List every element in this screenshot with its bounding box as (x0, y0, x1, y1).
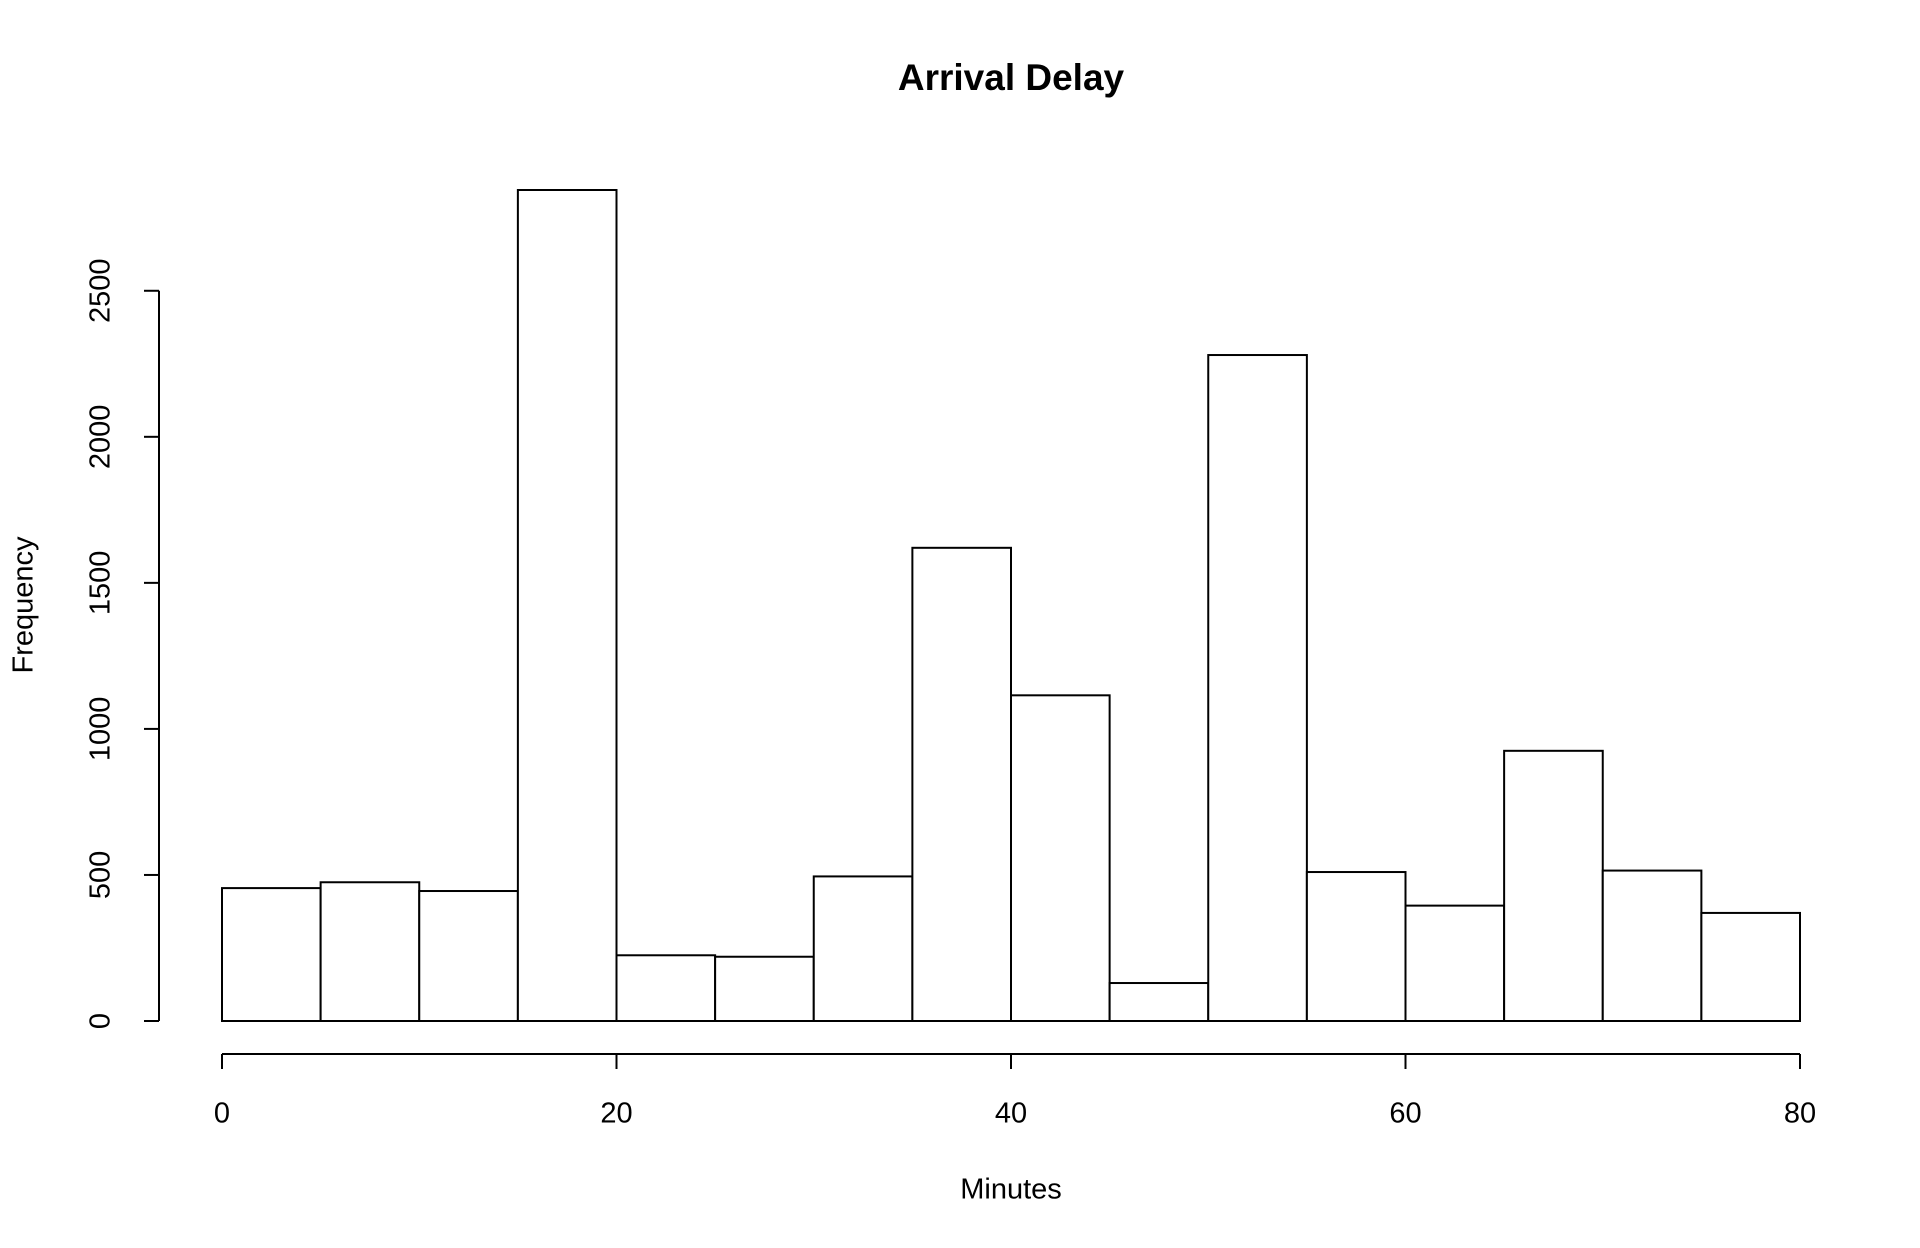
y-axis-label: Frequency (8, 536, 40, 674)
bar (1108, 982, 1210, 1023)
x-tick-label: 20 (600, 1098, 632, 1130)
bar (1503, 749, 1604, 1023)
y-tick-label: 500 (85, 851, 117, 899)
x-tick-label: 0 (214, 1098, 230, 1130)
x-tick-label: 60 (1389, 1098, 1421, 1130)
x-tick-label: 40 (995, 1098, 1027, 1130)
bar (911, 546, 1012, 1022)
bar (1010, 694, 1111, 1022)
bar (418, 890, 519, 1023)
bar (1305, 871, 1407, 1022)
x-axis-label: Minutes (960, 1174, 1062, 1206)
bar (812, 875, 914, 1022)
y-tick-label: 0 (85, 1013, 117, 1029)
y-tick-label: 2500 (85, 259, 117, 324)
bar (319, 881, 421, 1022)
y-tick-label: 1000 (85, 697, 117, 762)
bar (615, 954, 717, 1022)
bar (221, 887, 322, 1022)
bar (1700, 911, 1801, 1023)
y-tick-label: 1500 (85, 551, 117, 616)
bar (714, 955, 815, 1022)
bar (1601, 869, 1703, 1022)
bar (516, 189, 618, 1022)
bar (1404, 904, 1506, 1022)
y-tick-label: 2000 (85, 405, 117, 470)
bar (1207, 354, 1308, 1023)
chart-title: Arrival Delay (898, 57, 1125, 98)
x-tick-label: 80 (1784, 1098, 1816, 1130)
